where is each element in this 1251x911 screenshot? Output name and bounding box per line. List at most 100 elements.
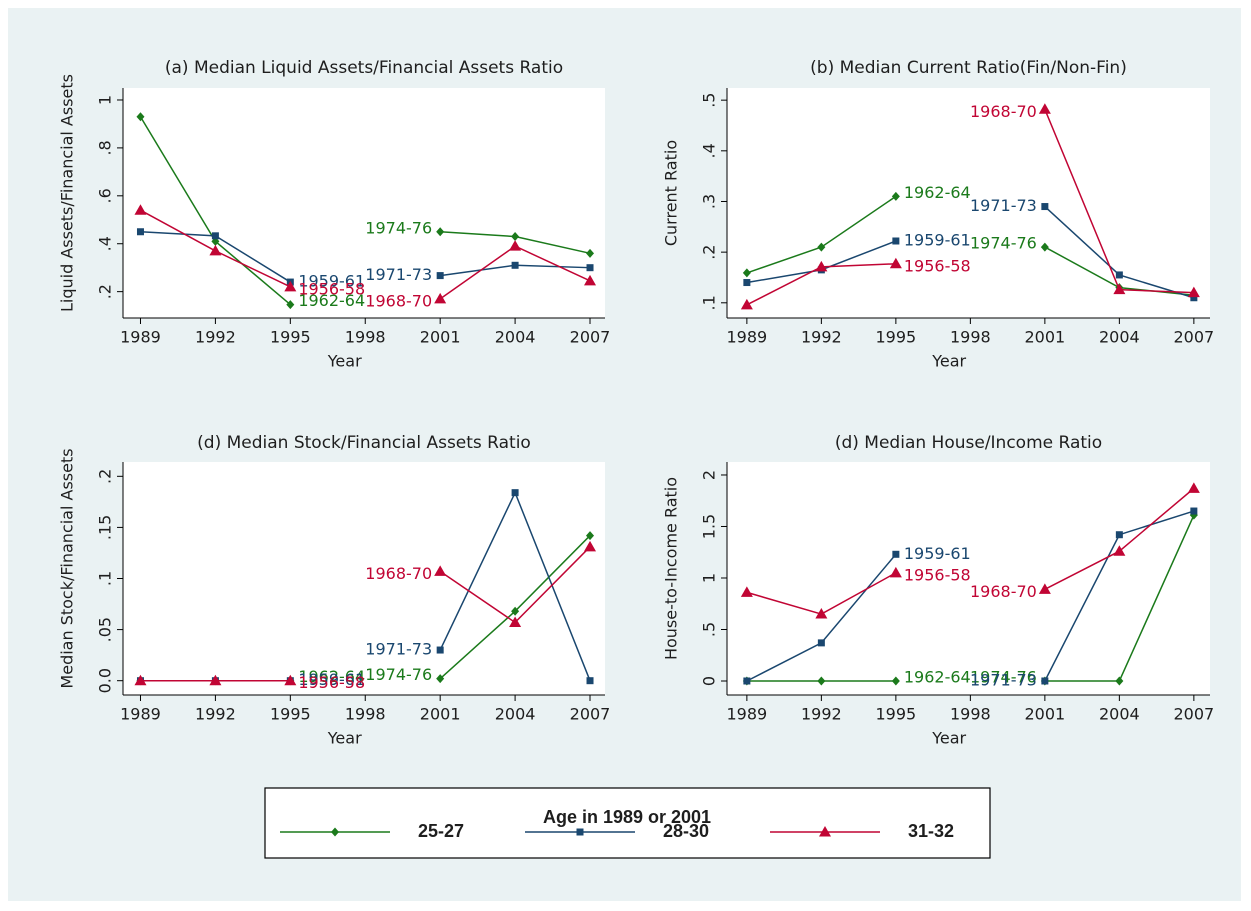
- annotation: 1974-76: [365, 218, 432, 237]
- marker: [1115, 531, 1123, 539]
- panel: (d) Median Stock/Financial Assets Ratio 1…: [58, 433, 611, 748]
- marker: [817, 639, 825, 647]
- marker: [1041, 203, 1049, 211]
- x-tick-label: 1989: [120, 705, 161, 724]
- marker: [740, 586, 753, 597]
- annotation: 1962-64: [298, 667, 365, 686]
- annotation: 1962-64: [298, 291, 365, 310]
- marker: [136, 228, 144, 236]
- marker: [819, 826, 831, 837]
- marker: [889, 257, 902, 269]
- x-tick-label: 1992: [195, 705, 236, 724]
- annotation: 1971-73: [970, 670, 1037, 689]
- x-tick-label: 1989: [120, 328, 161, 347]
- y-axis-label: Liquid Assets/Financial Assets: [58, 74, 77, 312]
- y-tick-label: .2: [96, 469, 115, 484]
- y-tick-label: .1: [700, 295, 719, 310]
- x-tick-label: 2007: [570, 705, 611, 724]
- marker: [817, 676, 826, 686]
- marker: [1038, 103, 1051, 114]
- marker: [817, 242, 826, 252]
- marker: [742, 268, 751, 278]
- x-tick-label: 1992: [801, 328, 842, 347]
- annotation: 1971-73: [365, 265, 432, 284]
- marker: [584, 540, 597, 552]
- y-tick-label: 1.5: [700, 514, 719, 539]
- annotation: 1959-61: [904, 230, 971, 249]
- marker: [1113, 545, 1126, 556]
- marker: [511, 606, 520, 616]
- marker: [1190, 507, 1198, 515]
- y-tick-label: .5: [700, 622, 719, 637]
- annotation: 1971-73: [970, 196, 1037, 215]
- marker: [743, 677, 751, 685]
- x-tick-label: 2004: [1099, 328, 1140, 347]
- y-axis-label: House-to-Income Ratio: [662, 477, 681, 660]
- annotation: 1956-58: [298, 279, 365, 298]
- marker: [1115, 271, 1123, 279]
- x-tick-label: 2004: [1099, 705, 1140, 724]
- annotation: 1959-61: [904, 544, 971, 563]
- x-tick-label: 2001: [1025, 705, 1066, 724]
- x-tick-label: 1989: [727, 328, 768, 347]
- marker: [286, 300, 295, 310]
- plot-area: [123, 462, 605, 695]
- x-tick-label: 1998: [950, 705, 991, 724]
- marker: [892, 550, 900, 558]
- marker: [1115, 676, 1124, 686]
- y-tick-label: 0.0: [96, 668, 115, 693]
- marker: [576, 828, 584, 836]
- y-tick-label: .2: [700, 245, 719, 260]
- legend-label: 25-27: [418, 821, 464, 841]
- panel-title: (b) Median Current Ratio(Fin/Non-Fin): [810, 58, 1127, 78]
- marker: [434, 292, 447, 304]
- x-tick-label: 2004: [495, 705, 536, 724]
- y-tick-label: .1: [96, 571, 115, 586]
- x-tick-label: 1995: [270, 705, 311, 724]
- legend: 25-27 28-30 31-32: [280, 821, 954, 841]
- marker: [586, 677, 594, 685]
- marker: [436, 646, 444, 654]
- x-axis-label: Year: [931, 352, 966, 371]
- marker: [740, 298, 753, 310]
- annotation: 1974-76: [365, 665, 432, 684]
- x-tick-label: 1992: [195, 328, 236, 347]
- annotation: 1974-76: [970, 667, 1037, 686]
- marker: [331, 827, 339, 837]
- marker: [743, 279, 751, 287]
- marker: [586, 248, 595, 258]
- annotation: 1971-73: [365, 640, 432, 659]
- marker: [892, 237, 900, 245]
- annotation: 1959-61: [298, 272, 365, 291]
- panel: (a) Median Liquid Assets/Financial Asset…: [58, 58, 611, 371]
- plot-area: [727, 88, 1210, 318]
- x-tick-label: 2004: [495, 328, 536, 347]
- x-tick-label: 2007: [570, 328, 611, 347]
- annotation: 1959-61: [298, 670, 365, 689]
- annotation: 1962-64: [904, 183, 971, 202]
- marker: [891, 191, 900, 201]
- x-tick-label: 1989: [727, 705, 768, 724]
- marker: [584, 274, 597, 286]
- annotation: 1956-58: [904, 256, 971, 275]
- x-tick-label: 1992: [801, 705, 842, 724]
- annotation: 1968-70: [365, 564, 432, 583]
- marker: [1187, 286, 1200, 298]
- marker: [1041, 677, 1049, 685]
- y-tick-label: 0: [700, 676, 719, 686]
- legend-label: 31-32: [908, 821, 954, 841]
- marker: [209, 674, 222, 686]
- marker: [815, 260, 828, 272]
- panel: (d) Median House/Income Ratio 1989 1992 199…: [662, 433, 1215, 748]
- marker: [509, 616, 522, 627]
- y-tick-label: 2: [700, 470, 719, 480]
- x-tick-label: 2001: [420, 705, 461, 724]
- x-tick-label: 1995: [876, 705, 917, 724]
- annotation: 1956-58: [298, 673, 365, 692]
- marker: [209, 244, 222, 256]
- marker: [134, 674, 147, 686]
- annotation: 1974-76: [970, 234, 1037, 253]
- y-tick-label: .15: [96, 515, 115, 540]
- marker: [1040, 242, 1049, 252]
